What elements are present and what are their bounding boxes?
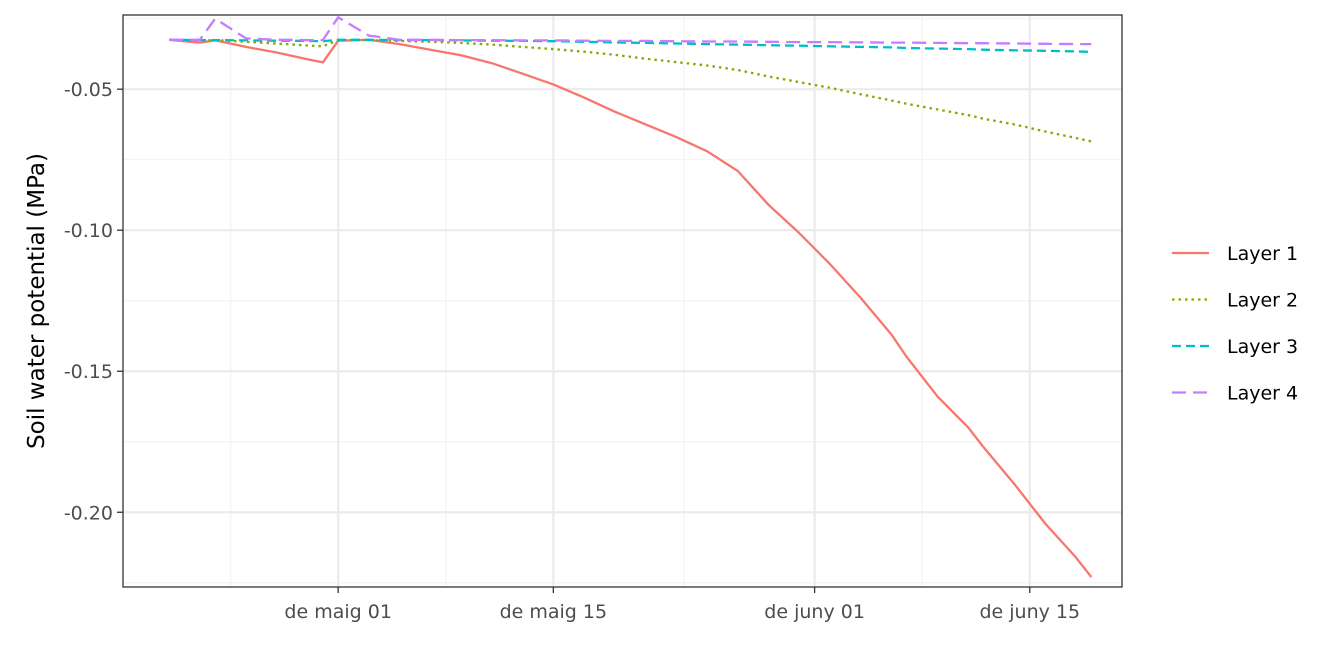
y-tick-label: -0.20	[64, 502, 113, 524]
y-tick-label: -0.15	[64, 361, 113, 383]
legend-label: Layer 4	[1227, 383, 1298, 405]
series-line-layer-4	[169, 16, 1092, 46]
x-axis: de maig 01 de maig 15 de juny 01 de juny 15	[284, 587, 1080, 623]
plot-border	[122, 14, 1123, 588]
legend-label: Layer 2	[1227, 290, 1298, 312]
legend-item: Layer 3	[1172, 336, 1298, 358]
legend: Layer 1 Layer 2 Layer 3 Layer 4	[1172, 243, 1298, 405]
legend-item: Layer 1	[1172, 243, 1298, 265]
y-axis: -0.05 -0.10 -0.15 -0.20	[64, 79, 123, 524]
legend-item: Layer 4	[1172, 383, 1298, 405]
series-line-layer-2	[169, 38, 1092, 143]
x-tick-label: de juny 15	[979, 601, 1080, 623]
y-tick-label: -0.05	[64, 79, 113, 101]
series-layer	[168, 16, 1093, 578]
series-line-layer-3	[169, 38, 1092, 54]
minor-gridlines	[123, 15, 1122, 587]
series-line-layer-1	[168, 38, 1093, 578]
legend-label: Layer 3	[1227, 336, 1298, 358]
x-tick-label: de maig 15	[500, 601, 608, 623]
x-tick-label: de maig 01	[284, 601, 392, 623]
x-tick-label: de juny 01	[764, 601, 865, 623]
legend-item: Layer 2	[1172, 290, 1298, 312]
y-axis-title: Soil water potential (MPa)	[24, 153, 50, 449]
legend-label: Layer 1	[1227, 243, 1298, 265]
y-tick-label: -0.10	[64, 220, 113, 242]
major-gridlines	[123, 15, 1122, 587]
